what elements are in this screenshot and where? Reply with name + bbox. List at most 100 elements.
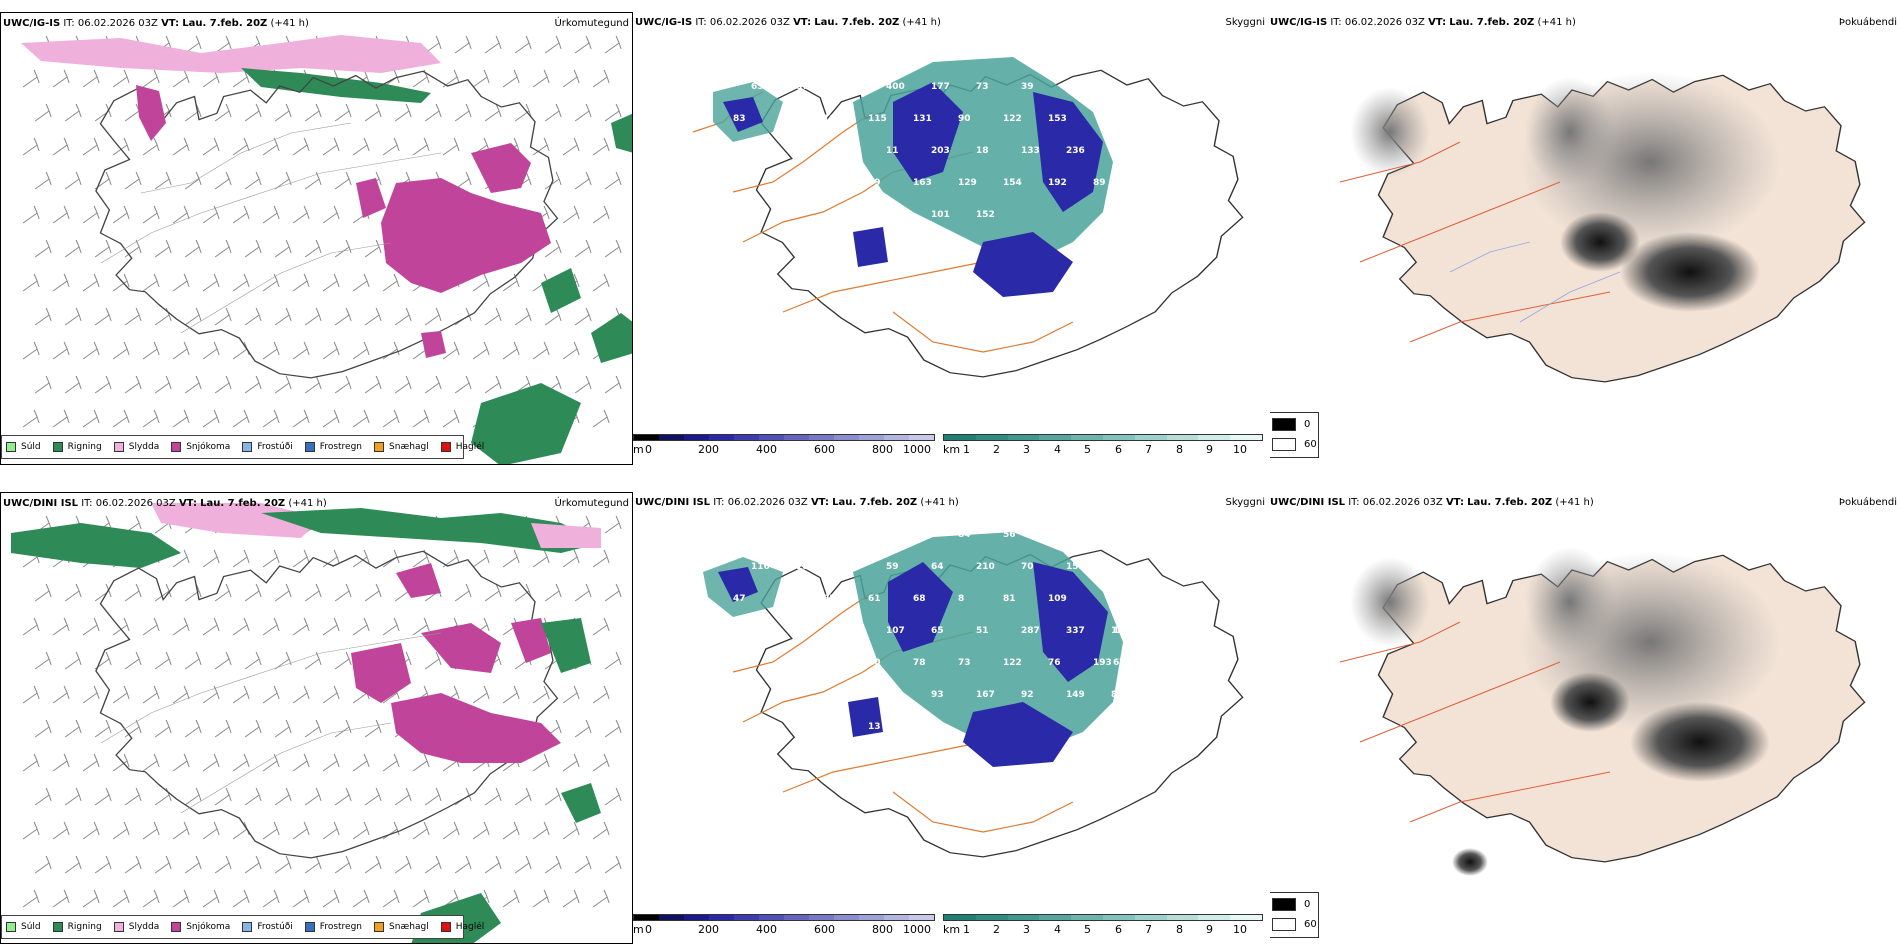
wind-barb [52,69,70,88]
wind-barb [562,341,580,360]
wind-barb [52,753,70,772]
colorbar-segment [1198,435,1231,440]
legend-item: Rigning [52,442,102,452]
visibility-value-label: 81 [1003,594,1016,604]
wind-barb [262,341,280,360]
wind-barb [574,239,592,258]
wind-barb [142,341,160,360]
visibility-value-label: 182 [913,50,932,60]
wind-barb [352,549,370,568]
wind-barb [352,889,370,908]
legend-swatch [304,442,315,452]
visibility-value-label: 101 [931,210,950,220]
rain-area [541,618,591,673]
wind-barb [604,35,622,54]
fog-area [1350,87,1430,177]
wind-barb [334,719,352,738]
visibility-value-label: 253 [823,722,842,732]
wind-barb [322,821,340,840]
vis-tick: 3 [1023,923,1030,936]
wind-barb [304,651,322,670]
wind-barb [202,137,220,156]
visibility-value-label: 153 [1048,114,1067,124]
wind-barb [472,821,490,840]
high-terrain [1033,562,1108,682]
visibility-colorbar-strip [943,434,1263,441]
legend-swatch [52,922,63,932]
visibility-value-label: 13 [868,722,881,732]
wind-barb [124,583,142,602]
visibility-value-label: 84 [1111,690,1124,700]
wind-barb [382,549,400,568]
wind-barb [502,889,520,908]
wind-barb [94,375,112,394]
vis-tick: 6 [1115,923,1122,936]
wind-barb [82,821,100,840]
wind-barb [274,171,292,190]
product-name: Skyggni [1225,17,1265,28]
wind-barb [322,205,340,224]
colorbar-segment [1134,915,1167,920]
wind-barb [154,239,172,258]
colorbar-segment [784,915,809,920]
wind-barb [382,753,400,772]
wind-barb [124,307,142,326]
wind-barb [544,787,562,806]
wind-barb [244,855,262,874]
wind-barb [52,409,70,428]
wind-barb [124,855,142,874]
panel-title: UWC/IG-IS IT: 06.02.2026 03Z VT: Lau. 7.… [3,18,309,29]
legend-swatch [374,442,385,452]
wind-barb [244,307,262,326]
wind-barb [592,409,610,428]
legend-item: Snjókoma [171,442,230,452]
wind-barb [22,273,40,292]
legend-item: Slydda [113,442,159,452]
wind-barb [364,719,382,738]
legend-item: Haglél [440,922,484,932]
vis-tick: 10 [1233,923,1247,936]
visibility-value-label: 152 [976,210,995,220]
vis-unit: km [943,923,961,936]
wind-barb [124,651,142,670]
roads [1339,621,1611,823]
wind-barb [34,787,52,806]
wind-barb [262,137,280,156]
wind-barb [514,103,532,122]
high-terrain [723,97,763,132]
wind-barb [124,375,142,394]
legend-swatch [374,922,385,932]
wind-barb [244,239,262,258]
wind-barb [562,821,580,840]
wind-barb [142,753,160,772]
wind-barb [232,341,250,360]
wind-barb [34,375,52,394]
wind-barb [154,855,172,874]
colorbar-segment [1102,435,1135,440]
wind-barb [514,307,532,326]
wind-barb [472,685,490,704]
legend-item: Frostregn [304,442,362,452]
wind-barb [184,375,202,394]
wind-barb [184,307,202,326]
wind-barb [124,171,142,190]
snow-area [511,618,551,663]
wind-barb [34,651,52,670]
wind-barb [484,307,502,326]
visibility-value-label: 129 [958,178,977,188]
colorbar-segment [1134,435,1167,440]
wind-barb [352,273,370,292]
visibility-value-label: 8 [958,594,964,604]
panel-title: UWC/IG-IS IT: 06.02.2026 03Z VT: Lau. 7.… [635,17,941,28]
legend-item: Súld [6,922,41,932]
wind-barb [364,239,382,258]
visibility-value-label: 87 [796,82,809,92]
wind-barb [292,753,310,772]
wind-barb [592,685,610,704]
height-tick: 600 [814,443,835,456]
wind-barb [334,171,352,190]
wind-barb [412,617,430,636]
colorbar-segment [659,915,684,920]
wind-barb [184,239,202,258]
wind-barb [34,583,52,602]
